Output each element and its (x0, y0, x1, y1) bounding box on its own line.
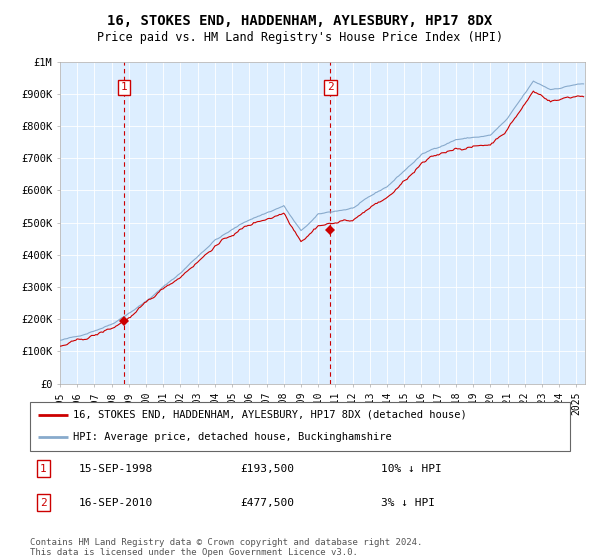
Text: 15-SEP-1998: 15-SEP-1998 (79, 464, 153, 474)
Text: £193,500: £193,500 (241, 464, 295, 474)
Text: HPI: Average price, detached house, Buckinghamshire: HPI: Average price, detached house, Buck… (73, 432, 392, 442)
Text: 1: 1 (121, 82, 127, 92)
Text: 16, STOKES END, HADDENHAM, AYLESBURY, HP17 8DX: 16, STOKES END, HADDENHAM, AYLESBURY, HP… (107, 14, 493, 28)
Text: 2: 2 (40, 498, 47, 508)
Text: Contains HM Land Registry data © Crown copyright and database right 2024.
This d: Contains HM Land Registry data © Crown c… (30, 538, 422, 557)
Text: 2: 2 (327, 82, 334, 92)
Text: £477,500: £477,500 (241, 498, 295, 508)
Text: 16-SEP-2010: 16-SEP-2010 (79, 498, 153, 508)
FancyBboxPatch shape (30, 402, 570, 451)
Text: 10% ↓ HPI: 10% ↓ HPI (381, 464, 442, 474)
Text: Price paid vs. HM Land Registry's House Price Index (HPI): Price paid vs. HM Land Registry's House … (97, 31, 503, 44)
Text: 3% ↓ HPI: 3% ↓ HPI (381, 498, 435, 508)
Text: 1: 1 (40, 464, 47, 474)
Text: 16, STOKES END, HADDENHAM, AYLESBURY, HP17 8DX (detached house): 16, STOKES END, HADDENHAM, AYLESBURY, HP… (73, 410, 467, 420)
